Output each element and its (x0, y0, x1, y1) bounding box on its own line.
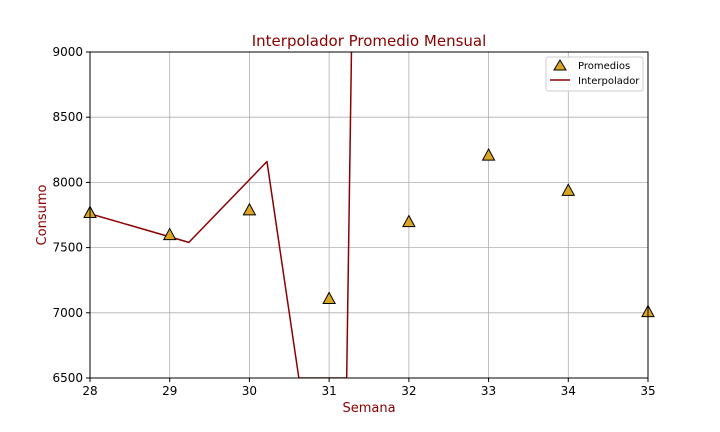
x-tick-label: 35 (640, 384, 655, 398)
promedio-point (162, 227, 177, 241)
x-tick-label: 34 (561, 384, 576, 398)
promedio-point (561, 183, 576, 196)
plot-background (90, 52, 648, 378)
legend-interpolador-label: Interpolador (578, 76, 640, 87)
legend-box (545, 56, 644, 92)
x-tick-label: 29 (162, 384, 177, 398)
y-tick-label: 9000 (52, 45, 83, 59)
y-tick-label: 8500 (52, 110, 83, 124)
legend-promedios-marker (553, 59, 567, 71)
plot-frame (89, 51, 649, 379)
x-axis-ticks: 28 29 30 31 32 33 34 35 (82, 378, 656, 398)
y-tick-label: 6500 (52, 371, 83, 385)
x-axis-label: Semana (342, 401, 395, 416)
promedio-point (242, 202, 257, 216)
promedio-point (402, 214, 416, 228)
y-tick-label: 7500 (52, 241, 83, 255)
x-tick-label: 32 (401, 384, 416, 398)
legend: Promedios Interpolador (545, 56, 644, 92)
x-tick-label: 31 (322, 384, 337, 398)
x-tick-label: 28 (82, 384, 97, 398)
legend-promedios-label: Promedios (578, 61, 630, 72)
y-tick-label: 8000 (52, 175, 83, 189)
chart-title: Interpolador Promedio Mensual (252, 32, 487, 50)
promedio-point (322, 291, 336, 305)
y-axis-ticks: 6500 7000 7500 8000 8500 9000 (52, 45, 90, 385)
y-tick-label: 7000 (52, 306, 83, 320)
x-tick-label: 33 (481, 384, 496, 398)
y-axis-label: Consumo (35, 185, 50, 246)
promedio-point (481, 147, 496, 161)
x-tick-label: 30 (242, 384, 257, 398)
